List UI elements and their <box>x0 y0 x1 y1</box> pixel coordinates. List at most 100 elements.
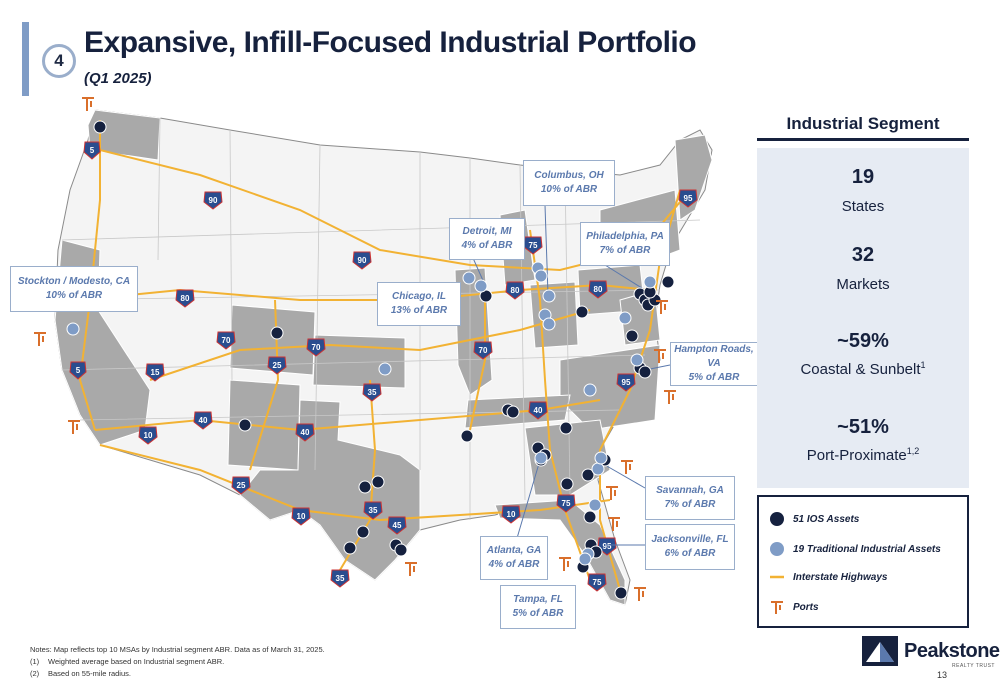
svg-text:15: 15 <box>151 368 160 377</box>
callout-philadelphia: Philadelphia, PA 7% of ABR <box>580 222 670 266</box>
traditional-asset <box>534 451 548 465</box>
peakstone-mark-icon <box>862 636 898 666</box>
stat-coastal-value: ~59% <box>837 330 889 352</box>
legend-item-highways: Interstate Highways <box>769 569 887 585</box>
svg-text:45: 45 <box>393 521 402 530</box>
port-crane-icon <box>621 460 633 474</box>
section-number-badge: 4 <box>42 44 76 78</box>
shield-10-texas: 10 <box>291 507 311 526</box>
svg-text:75: 75 <box>593 578 602 587</box>
port-crane-icon <box>656 300 668 314</box>
svg-text:80: 80 <box>181 294 190 303</box>
callout-share: 5% of ABR <box>512 608 564 619</box>
interstate-shields: 5 90 80 15 70 25 70 10 40 40 25 35 35 45… <box>69 141 698 592</box>
ios-asset <box>394 543 408 557</box>
footnote-2: (2) Based on 55-mile radius. <box>30 669 131 678</box>
shield-70-central: 70 <box>306 338 326 357</box>
port-crane-icon <box>608 517 620 531</box>
logo-wordmark: Peakstone <box>904 639 1000 662</box>
port-crane-icon <box>34 332 46 346</box>
shield-90-west: 90 <box>203 191 223 210</box>
svg-text:95: 95 <box>603 542 612 551</box>
shield-35-kansas: 35 <box>362 383 382 402</box>
shield-35-south: 35 <box>330 569 350 588</box>
legend-item-ios: 51 IOS Assets <box>769 511 859 527</box>
shield-5-south: 5 <box>69 361 87 380</box>
port-crane-icon <box>68 420 80 434</box>
callout-name: Jacksonville, FL <box>651 534 729 545</box>
port-crane-icon <box>559 557 571 571</box>
callout-share: 4% of ABR <box>488 559 540 570</box>
svg-text:80: 80 <box>594 285 603 294</box>
callout-name: Tampa, FL <box>513 594 563 605</box>
callout-share: 10% of ABR <box>540 184 598 195</box>
callout-share: 4% of ABR <box>461 240 513 251</box>
callout-name: Atlanta, GA <box>486 545 542 556</box>
ios-asset <box>559 421 573 435</box>
traditional-asset <box>462 271 476 285</box>
state-florida <box>494 499 626 606</box>
shield-80-west: 80 <box>175 289 195 308</box>
callout-columbus: Columbus, OH 10% of ABR <box>523 160 615 206</box>
ios-asset <box>581 468 595 482</box>
segment-divider <box>757 138 969 141</box>
ios-asset <box>460 429 474 443</box>
callout-atlanta: Atlanta, GA 4% of ABR <box>480 536 548 580</box>
shield-70-west: 70 <box>216 331 236 350</box>
svg-text:90: 90 <box>358 256 367 265</box>
callout-share: 7% of ABR <box>599 245 651 256</box>
dark-circle-icon <box>769 511 785 527</box>
callout-hampton-roads: Hampton Roads, VA 5% of ABR <box>670 342 758 386</box>
traditional-asset <box>542 289 556 303</box>
ios-asset <box>343 541 357 555</box>
svg-text:40: 40 <box>534 406 543 415</box>
svg-text:10: 10 <box>507 510 516 519</box>
callout-chicago: Chicago, IL 13% of ABR <box>377 282 461 326</box>
shield-40-east: 40 <box>528 401 548 420</box>
traditional-asset <box>534 269 548 283</box>
logo-tagline: REALTY TRUST <box>952 663 995 669</box>
callout-share: 5% of ABR <box>688 372 740 383</box>
traditional-asset <box>583 383 597 397</box>
shield-10-west: 10 <box>138 426 158 445</box>
port-crane-icon <box>405 562 417 576</box>
svg-text:10: 10 <box>297 512 306 521</box>
shield-25-south: 25 <box>231 476 251 495</box>
stat-states-value: 19 <box>851 166 875 188</box>
shield-95-virginia: 95 <box>616 373 636 392</box>
ios-asset <box>625 329 639 343</box>
shield-75-georgia: 75 <box>556 494 576 513</box>
ios-asset <box>270 326 284 340</box>
legend-item-ports: Ports <box>769 599 819 615</box>
ports <box>34 97 676 601</box>
traditional-asset <box>542 317 556 331</box>
traditional-asset <box>643 275 657 289</box>
svg-text:90: 90 <box>209 196 218 205</box>
traditional-asset <box>378 362 392 376</box>
segment-heading: Industrial Segment <box>786 114 940 133</box>
light-circle-icon <box>769 541 785 557</box>
ios-asset <box>614 586 628 600</box>
ios-asset <box>356 525 370 539</box>
stat-states-label: States <box>841 198 885 215</box>
traditional-asset <box>66 322 80 336</box>
page-number: 13 <box>937 670 948 680</box>
footnotes: Notes: Map reflects top 10 MSAs by Indus… <box>30 644 325 680</box>
svg-text:80: 80 <box>511 286 520 295</box>
legend-item-traditional: 19 Traditional Industrial Assets <box>769 541 941 557</box>
callout-share: 10% of ABR <box>45 290 103 301</box>
callout-name: Philadelphia, PA <box>586 231 664 242</box>
callout-jacksonville: Jacksonville, FL 6% of ABR <box>645 524 735 570</box>
callout-name: Detroit, MI <box>462 226 512 237</box>
callout-savannah: Savannah, GA 7% of ABR <box>645 476 735 520</box>
svg-text:35: 35 <box>369 506 378 515</box>
shield-10-florida: 10 <box>501 505 521 524</box>
svg-text:35: 35 <box>336 574 345 583</box>
svg-text:40: 40 <box>199 416 208 425</box>
stat-port-value: ~51% <box>837 416 889 438</box>
shield-15: 15 <box>145 363 165 382</box>
shield-35-texas: 35 <box>363 501 383 520</box>
ios-asset <box>371 475 385 489</box>
us-portfolio-map: 5 90 80 15 70 25 70 10 40 40 25 35 35 45… <box>34 97 713 606</box>
port-crane-icon <box>654 349 666 363</box>
